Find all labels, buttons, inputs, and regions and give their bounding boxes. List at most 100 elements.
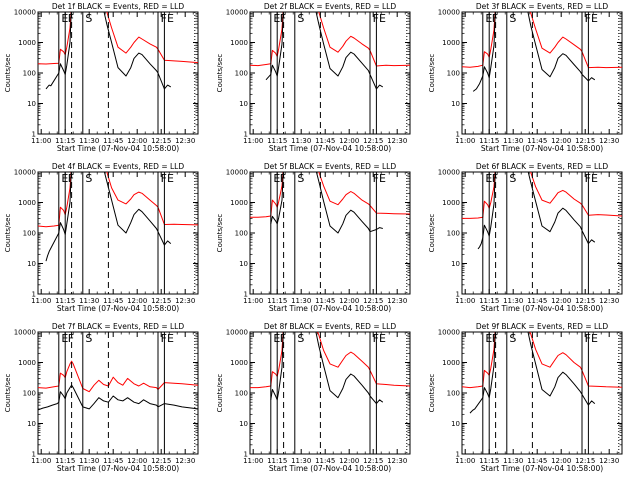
marker-label-f: F: [373, 172, 379, 185]
x-tick-label: 12:00: [127, 137, 147, 145]
plot-frame: [249, 11, 411, 135]
y-tick-label: 100: [235, 230, 248, 238]
x-tick-label: 12:30: [599, 297, 619, 305]
series-events: [270, 332, 384, 405]
marker-label-s: S: [85, 12, 92, 25]
series-events: [270, 172, 383, 234]
panel-det-1: Det 1f BLACK = Events, RED = LLD 1 10 100 10…: [4, 2, 199, 153]
panel-det-9: Det 9f BLACK = Events, RED = LLD 1 10 100 10…: [428, 322, 623, 473]
x-tick-label: 12:15: [151, 457, 171, 465]
marker-label-f: F: [492, 12, 498, 25]
series-group: [462, 172, 622, 250]
y-tick-label: 1000: [18, 39, 36, 47]
x-tick-label: 11:00: [31, 457, 51, 465]
marker-label-e: E: [485, 12, 492, 25]
y-tick-label: 1: [456, 291, 460, 299]
y-tick-label: 10: [239, 100, 248, 108]
marker-label-e: E: [273, 172, 280, 185]
panel-title: Det 6f BLACK = Events, RED = LLD: [476, 162, 609, 171]
x-tick-label: 11:00: [455, 137, 475, 145]
marker-label-e: E: [61, 12, 68, 25]
y-tick-label: 1: [244, 291, 248, 299]
series-lld: [250, 332, 410, 389]
x-tick-label: 12:30: [599, 457, 619, 465]
series-group: [38, 360, 198, 411]
y-tick-label: 1000: [18, 359, 36, 367]
x-tick-label: 12:30: [599, 137, 619, 145]
x-tick-label: 12:00: [127, 457, 147, 465]
x-tick-label: 12:30: [175, 137, 195, 145]
series-group: [462, 332, 622, 414]
x-tick-label: 12:15: [363, 137, 383, 145]
plot-frame: [37, 331, 199, 455]
x-tick-label: 12:15: [363, 457, 383, 465]
plot-frame: [461, 171, 623, 295]
plot-frame: [37, 11, 199, 135]
y-axis-label: Counts/sec: [216, 374, 224, 413]
y-tick-label: 10: [451, 100, 460, 108]
y-tick-label: 10000: [226, 9, 248, 17]
y-tick-label: 1: [32, 291, 36, 299]
y-tick-label: 1000: [230, 359, 248, 367]
panel-det-8: Det 8f BLACK = Events, RED = LLD 1 10 100 10…: [216, 322, 411, 473]
series-lld: [250, 12, 410, 67]
y-tick-label: 10: [27, 420, 36, 428]
y-axis-label: Counts/sec: [428, 214, 436, 253]
x-tick-label: 11:30: [291, 457, 311, 465]
y-tick-label: 1: [244, 131, 248, 139]
x-axis-label: Start Time (07-Nov-04 10:58:00): [269, 144, 391, 153]
marker-label-s: S: [85, 172, 92, 185]
series-group: [250, 332, 410, 405]
panel-det-6: Det 6f BLACK = Events, RED = LLD 1 10 100 10…: [428, 162, 623, 313]
y-tick-label: 10: [27, 100, 36, 108]
x-axis-label: Start Time (07-Nov-04 10:58:00): [269, 304, 391, 313]
marker-label-e: E: [379, 12, 386, 25]
marker-label-f: F: [492, 172, 498, 185]
y-axis-label: Counts/sec: [4, 214, 12, 253]
x-tick-label: 11:00: [243, 137, 263, 145]
x-tick-label: 11:45: [315, 137, 335, 145]
x-tick-label: 11:45: [527, 137, 547, 145]
y-tick-label: 100: [447, 70, 460, 78]
series-lld: [462, 332, 622, 389]
x-tick-label: 11:00: [31, 137, 51, 145]
x-tick-label: 11:00: [455, 297, 475, 305]
marker-label-f: F: [280, 332, 286, 345]
x-tick-label: 11:15: [267, 297, 287, 305]
x-tick-label: 11:15: [267, 457, 287, 465]
x-tick-label: 11:30: [79, 457, 99, 465]
x-tick-label: 12:15: [363, 297, 383, 305]
marker-label-f: F: [280, 172, 286, 185]
x-tick-label: 12:15: [151, 297, 171, 305]
x-tick-label: 11:45: [103, 457, 123, 465]
marker-label-f: F: [492, 332, 498, 345]
x-tick-label: 11:15: [55, 137, 75, 145]
y-axis-label: Counts/sec: [216, 214, 224, 253]
marker-label-f: F: [68, 332, 74, 345]
plot-frame: [461, 11, 623, 135]
panel-title: Det 7f BLACK = Events, RED = LLD: [52, 322, 185, 331]
series-group: [250, 172, 410, 234]
y-axis-label: Counts/sec: [4, 54, 12, 93]
marker-label-e: E: [379, 332, 386, 345]
x-tick-label: 12:00: [551, 457, 571, 465]
y-tick-label: 10000: [14, 169, 36, 177]
marker-label-s: S: [509, 12, 516, 25]
y-tick-label: 1000: [442, 359, 460, 367]
marker-label-e: E: [591, 332, 598, 345]
series-lld: [38, 172, 198, 228]
y-tick-label: 10000: [438, 169, 460, 177]
y-tick-label: 100: [23, 390, 36, 398]
x-tick-label: 11:15: [55, 297, 75, 305]
y-tick-label: 1: [244, 451, 248, 459]
x-tick-label: 11:30: [79, 297, 99, 305]
y-axis-label: Counts/sec: [428, 374, 436, 413]
x-tick-label: 11:30: [291, 137, 311, 145]
y-tick-label: 1000: [442, 199, 460, 207]
series-lld: [38, 360, 198, 393]
marker-label-f: F: [585, 12, 591, 25]
x-tick-label: 11:45: [315, 297, 335, 305]
marker-label-e: E: [167, 332, 174, 345]
x-tick-label: 11:00: [31, 297, 51, 305]
panel-title: Det 1f BLACK = Events, RED = LLD: [52, 2, 185, 11]
